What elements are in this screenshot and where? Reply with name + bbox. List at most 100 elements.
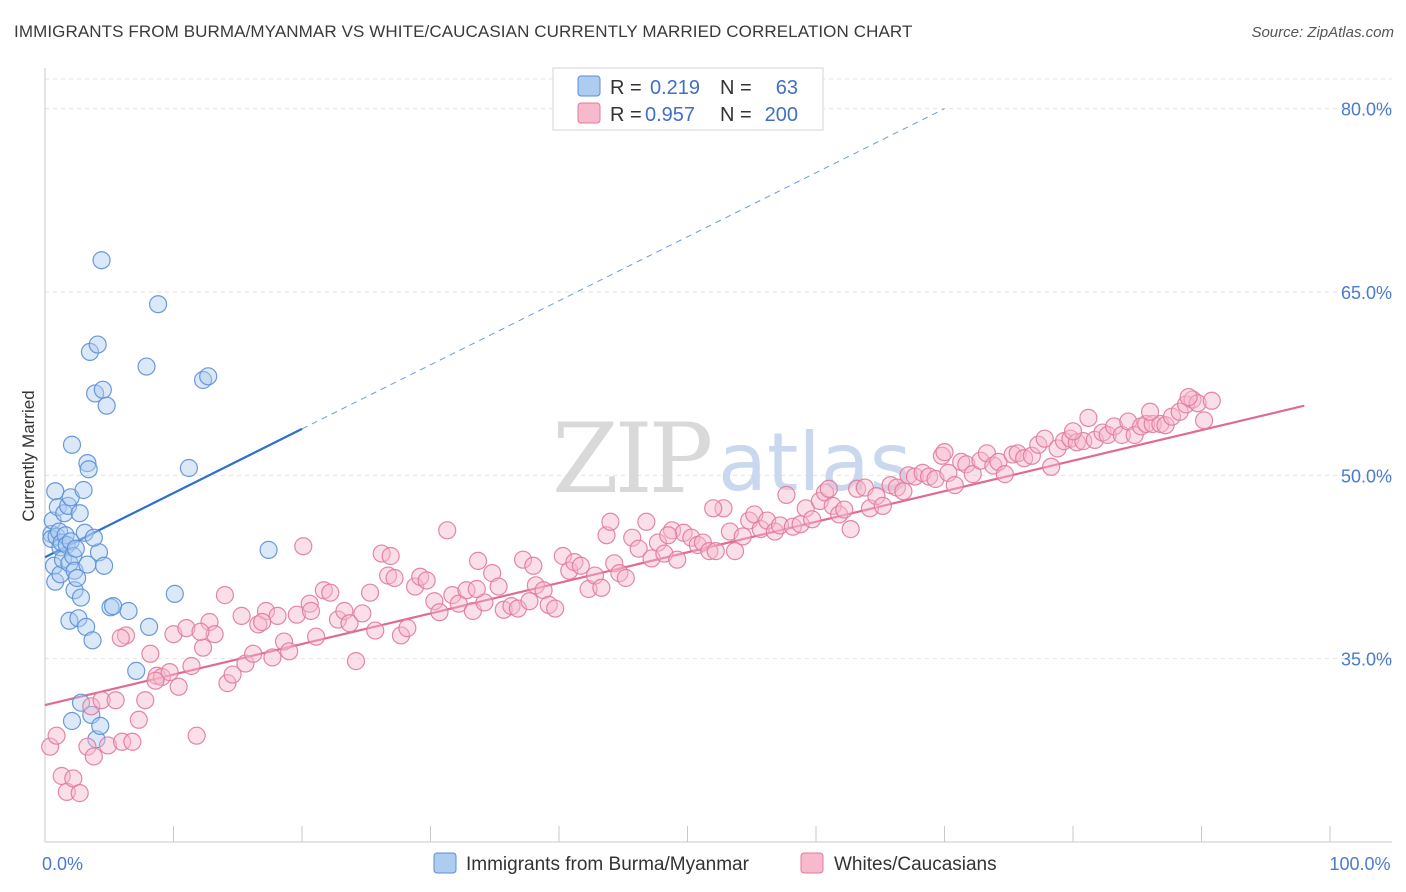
source-label: Source: ZipAtlas.com (1251, 24, 1394, 41)
series-1-point-17 (141, 644, 160, 663)
series-1-point-197 (381, 546, 400, 566)
series-1-point-186 (704, 499, 723, 518)
series-1-point-155 (1022, 446, 1041, 465)
series-1-point-43 (300, 594, 319, 613)
series-1-point-94 (629, 539, 648, 558)
bottom-legend-swatch-pink (800, 852, 824, 874)
series-1-point-38 (268, 606, 287, 625)
trend-lines (44, 108, 1305, 707)
series-1-point-0 (41, 737, 60, 756)
bottom-legend: Immigrants from Burma/Myanmar Whites/Cau… (433, 852, 997, 875)
series-1-point-146 (963, 465, 982, 484)
series-1-point-58 (398, 619, 417, 638)
series-1-point-93 (623, 528, 642, 547)
series-0-trend-extension (301, 108, 945, 430)
legend-box: R = 0.219 N = 63 R = 0.957 N = 200 (552, 67, 824, 131)
series-1-point-10 (98, 736, 118, 755)
series-0-point-36 (78, 454, 97, 473)
series-0-point-51 (119, 601, 138, 621)
series-1-point-40 (280, 642, 299, 661)
y-tick-label-1: 50.0% (1341, 466, 1392, 486)
series-1-point-46 (321, 583, 340, 602)
series-0-point-33 (75, 523, 94, 542)
series-1-point-85 (571, 556, 590, 575)
series-1-points (41, 388, 1221, 803)
series-1-point-88 (592, 578, 611, 597)
series-1-point-64 (438, 521, 457, 540)
series-1-point-69 (468, 551, 488, 570)
bottom-legend-swatch-blue (433, 852, 457, 874)
series-0-point-26 (66, 539, 85, 558)
series-1-point-128 (848, 479, 867, 498)
series-0-point-52 (127, 661, 146, 680)
x-tick-label-1: 100.0% (1329, 854, 1390, 874)
series-1-point-15 (129, 710, 148, 729)
series-0-trend-line (44, 427, 303, 559)
series-0-point-53 (137, 357, 156, 376)
series-1-point-158 (1042, 457, 1061, 476)
series-1-point-109 (725, 542, 745, 561)
series-1-point-56 (385, 568, 404, 588)
series-0-point-47 (95, 556, 114, 575)
series-0-point-50 (104, 597, 123, 616)
series-1-point-106 (706, 542, 725, 561)
watermark: ZIP atlas (552, 403, 911, 515)
series-1-point-24 (182, 656, 201, 676)
series-0-point-60 (259, 540, 278, 559)
series-1-point-136 (899, 466, 918, 485)
data-points (41, 251, 1221, 803)
series-1-point-31 (223, 665, 242, 684)
series-1-point-97 (648, 533, 668, 552)
series-1-point-102 (682, 528, 701, 547)
series-1-point-59 (405, 577, 425, 596)
series-1-point-107 (714, 499, 733, 518)
legend-swatch-pink (577, 102, 601, 124)
series-1-point-51 (353, 604, 372, 623)
series-1-point-29 (215, 586, 234, 605)
series-1-point-162 (1067, 433, 1086, 452)
series-1-point-72 (489, 577, 508, 596)
axes (44, 68, 1392, 843)
y-tick-label-2: 65.0% (1341, 283, 1392, 303)
series-1-point-62 (425, 592, 444, 611)
series-1-point-190 (1140, 402, 1160, 421)
series-1-point-110 (733, 527, 752, 546)
series-1-point-14 (123, 732, 142, 751)
series-1-point-44 (307, 627, 326, 646)
series-0-point-31 (71, 588, 91, 607)
series-1-point-188 (935, 443, 954, 462)
series-1-point-185 (601, 512, 620, 531)
series-1-point-199 (659, 526, 678, 545)
chart-title: IMMIGRANTS FROM BURMA/MYANMAR VS WHITE/C… (14, 22, 913, 41)
series-1-point-63 (430, 603, 449, 622)
series-1-point-195 (146, 671, 165, 690)
series-0-point-56 (165, 584, 184, 603)
series-0-point-54 (139, 617, 159, 636)
series-1-point-33 (236, 654, 255, 673)
series-1-point-53 (366, 621, 385, 640)
legend-n-label-1: N = (720, 77, 752, 99)
series-1-point-132 (873, 496, 892, 515)
series-0-point-38 (80, 342, 100, 361)
series-1-point-95 (637, 512, 656, 531)
series-1-point-193 (253, 612, 272, 632)
watermark-atlas: atlas (718, 416, 911, 509)
series-1-point-34 (244, 644, 263, 663)
bottom-legend-label-blue: Immigrants from Burma/Myanmar (466, 854, 750, 875)
series-1-point-49 (340, 614, 359, 633)
series-1-point-12 (112, 732, 132, 751)
series-1-point-90 (605, 554, 624, 573)
series-1-point-20 (160, 663, 179, 682)
watermark-zip: ZIP (552, 403, 711, 515)
series-1-point-66 (449, 594, 468, 613)
series-1-point-198 (467, 579, 486, 599)
y-tick-label-3: 80.0% (1341, 100, 1392, 120)
series-1-point-135 (894, 482, 913, 501)
y-axis-label: Currently Married (19, 390, 38, 521)
series-1-point-131 (867, 487, 886, 506)
series-0-point-21 (62, 435, 82, 454)
legend-r-value-2: 0.957 (645, 104, 695, 126)
series-1-trend-line (44, 404, 1305, 707)
series-1-point-126 (835, 500, 854, 519)
series-1-point-11 (106, 691, 125, 710)
